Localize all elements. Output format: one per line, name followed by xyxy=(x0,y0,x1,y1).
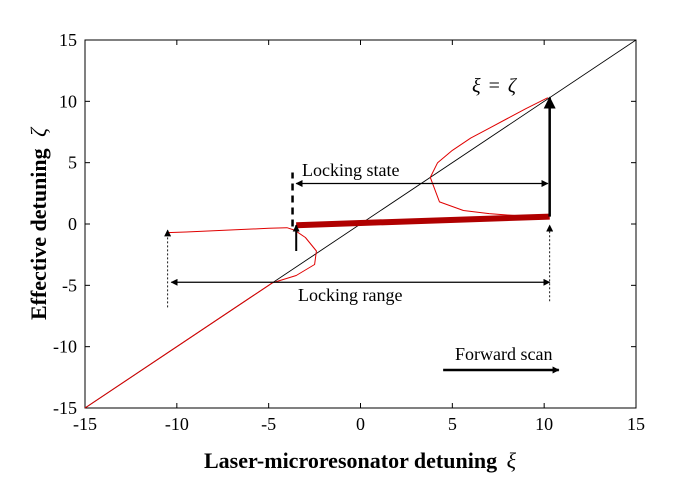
x-tick-label: -15 xyxy=(73,414,97,434)
locking-state-label: Locking state xyxy=(302,160,399,180)
x-tick-label: 10 xyxy=(535,414,553,434)
resonance-curve-left xyxy=(167,227,317,354)
locked-branch xyxy=(296,213,550,229)
y-tick-label: -5 xyxy=(62,275,77,295)
equality-label: ξ = ζ xyxy=(472,75,518,97)
forward-scan-label: Forward scan xyxy=(455,344,552,364)
axis-ticks: -15 -10 -5 0 5 10 15 -15 -10 -5 0 5 10 15 xyxy=(53,30,645,434)
x-tick-label: 0 xyxy=(356,414,365,434)
y-axis-title: Effective detuning ζ xyxy=(26,126,51,320)
series-layer xyxy=(84,39,637,409)
y-tick-label: -15 xyxy=(53,398,77,418)
x-tick-label: 5 xyxy=(448,414,457,434)
y-tick-label: 0 xyxy=(68,214,77,234)
x-tick-label: 15 xyxy=(627,414,645,434)
annotation-layer xyxy=(164,96,560,374)
x-tick-label: -5 xyxy=(261,414,276,434)
x-axis-title: Laser-microresonator detuning ξ xyxy=(204,448,517,473)
locking-range-label: Locking range xyxy=(298,285,402,305)
y-tick-label: 15 xyxy=(59,30,77,50)
resonance-curve-right-upper xyxy=(429,97,549,178)
y-tick-label: -10 xyxy=(53,337,77,357)
resonance-curve-left-tail xyxy=(84,352,168,409)
x-tick-label: -10 xyxy=(165,414,189,434)
y-tick-label: 5 xyxy=(68,153,77,173)
y-tick-label: 10 xyxy=(59,91,77,111)
